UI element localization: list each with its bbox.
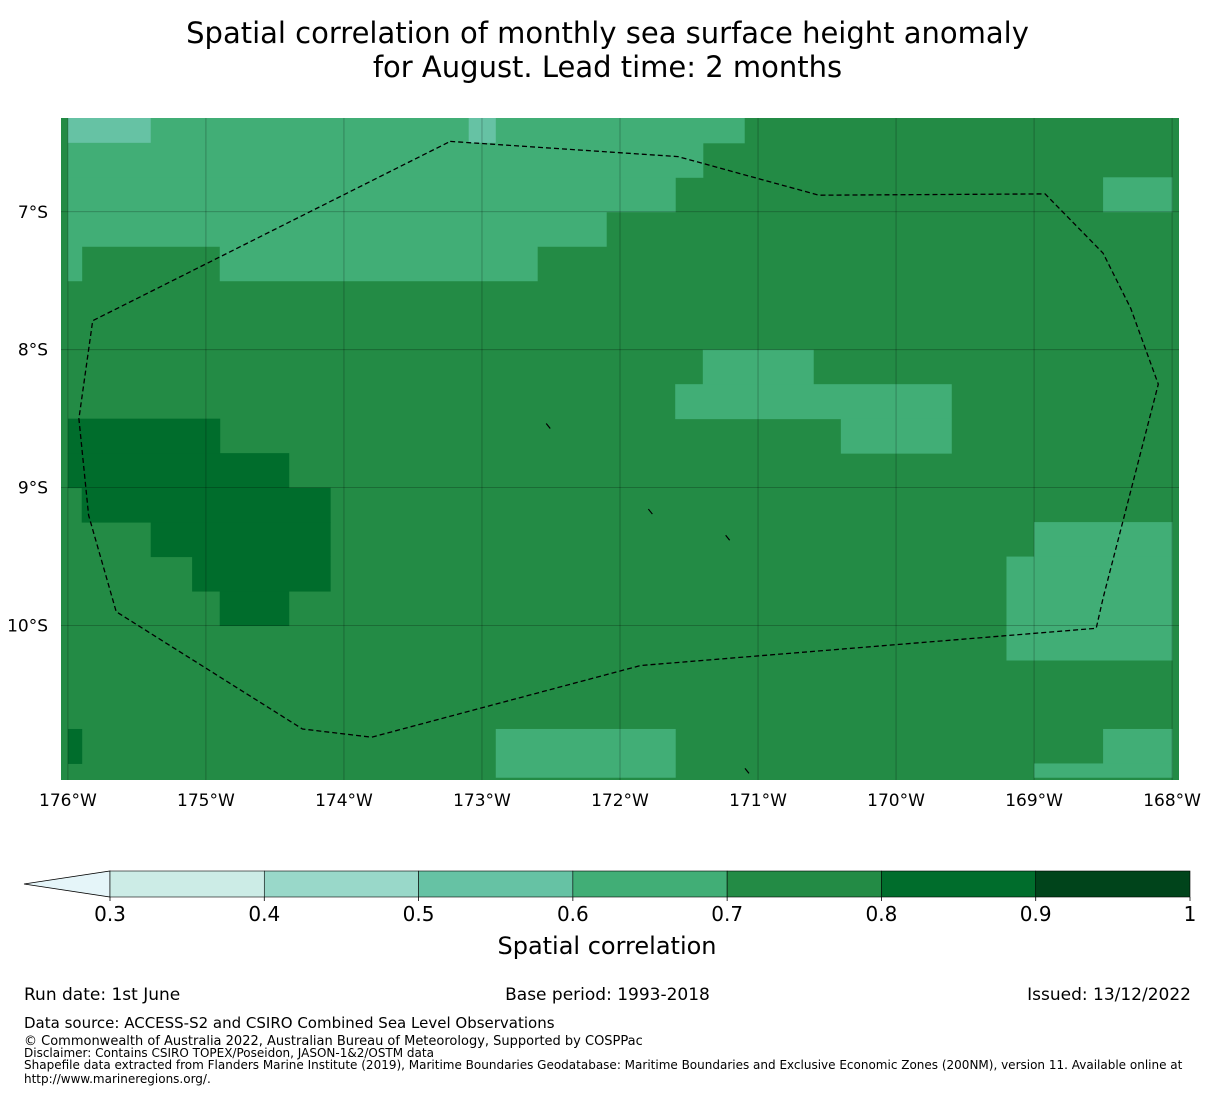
island [545,423,551,429]
colorbar-tick-label: 0.3 [94,902,126,926]
shapefile-credit-line-2: http://www.marineregions.org/. [24,1072,211,1086]
x-tick-label: 174°W [315,791,373,811]
colorbar-segment [263,870,419,898]
colorbar: 0.3 0.4 0.5 0.6 0.7 0.8 0.9 1 Spatial correlatio… [23,870,1197,960]
map-cell-region [840,418,952,454]
colorbar-tick-label: 0.8 [866,902,898,926]
map-cell-region [1103,177,1173,213]
island [647,508,653,515]
y-tick-label: 8°S [18,341,48,361]
colorbar-extend-triangle [23,870,111,898]
colorbar-segment [726,870,882,898]
data-source: Data source: ACCESS-S2 and CSIRO Combine… [24,1014,555,1032]
map-cell-region [67,118,152,144]
y-tick-label: 9°S [18,479,48,499]
x-tick-label: 175°W [177,791,235,811]
map-cell-region [67,211,607,247]
map-cell-region [1006,556,1173,661]
colorbar-tick-label: 0.7 [711,902,743,926]
x-tick-label: 169°W [1005,791,1063,811]
chart-title-line-2: for August. Lead time: 2 months [372,50,843,84]
colorbar-tick-label: 0.6 [557,902,589,926]
map-cell-region [675,384,952,420]
x-tick-label: 168°W [1143,791,1201,811]
map-cells [61,118,1179,780]
eez-boundary [78,140,1159,738]
colorbar-tick-label: 0.5 [403,902,435,926]
base-period: Base period: 1993-2018 [505,985,710,1005]
map-cell-region [67,728,83,764]
colorbar-label: Spatial correlation [497,932,716,960]
map-cell-region [81,487,331,523]
map-cell-region [219,246,538,282]
map-cell-region [219,591,290,627]
map-tick-labels: 176°W 175°W 174°W 173°W 172°W 171°W 170°W 169°W… [7,203,1201,811]
shapefile-credit-line-1: Shapefile data extracted from Flanders M… [24,1058,1183,1072]
map-cell-region [67,418,221,454]
chart-title-line-1: Spatial correlation of monthly sea surfa… [186,16,1029,50]
map-cell-region [495,118,745,144]
map-cell-region [192,556,331,592]
island [744,767,750,774]
colorbar-tick-label: 0.4 [248,902,280,926]
y-tick-label: 10°S [7,617,48,637]
x-tick-label: 176°W [39,791,97,811]
issued-date: Issued: 13/12/2022 [1027,985,1191,1005]
copyright: © Commonwealth of Australia 2022, Austra… [24,1034,643,1049]
map-cell-region [67,142,704,178]
island [725,534,731,541]
colorbar-segment [418,870,574,898]
colorbar-segment [109,870,265,898]
map-cell-region [702,349,814,385]
x-tick-label: 172°W [591,791,649,811]
disclaimer: Disclaimer: Contains CSIRO TOPEX/Poseido… [24,1046,434,1060]
eez-boundary-line [78,140,1159,738]
colorbar-tick-label: 0.9 [1020,902,1052,926]
colorbar-segment [572,870,728,898]
map-gridlines [61,118,1179,780]
colorbar-tick-label: 1 [1184,902,1197,926]
map-cell-region [1034,763,1173,778]
run-date: Run date: 1st June [24,985,181,1005]
map-cell-region [1034,522,1173,558]
map-cell-region [495,728,676,778]
map-cell-region [67,246,83,282]
x-tick-label: 173°W [453,791,511,811]
map-cell-region [67,453,290,489]
map-cell-region [150,522,331,558]
map-cell-region [150,118,469,144]
x-tick-label: 171°W [729,791,787,811]
colorbar-segment [1035,870,1191,898]
map-cell-region [67,177,676,213]
map-cell-region [468,118,497,144]
islands [545,423,750,774]
colorbar-segment [881,870,1037,898]
y-tick-label: 7°S [18,203,48,223]
map-cell-region [1103,728,1173,764]
x-tick-label: 170°W [867,791,925,811]
